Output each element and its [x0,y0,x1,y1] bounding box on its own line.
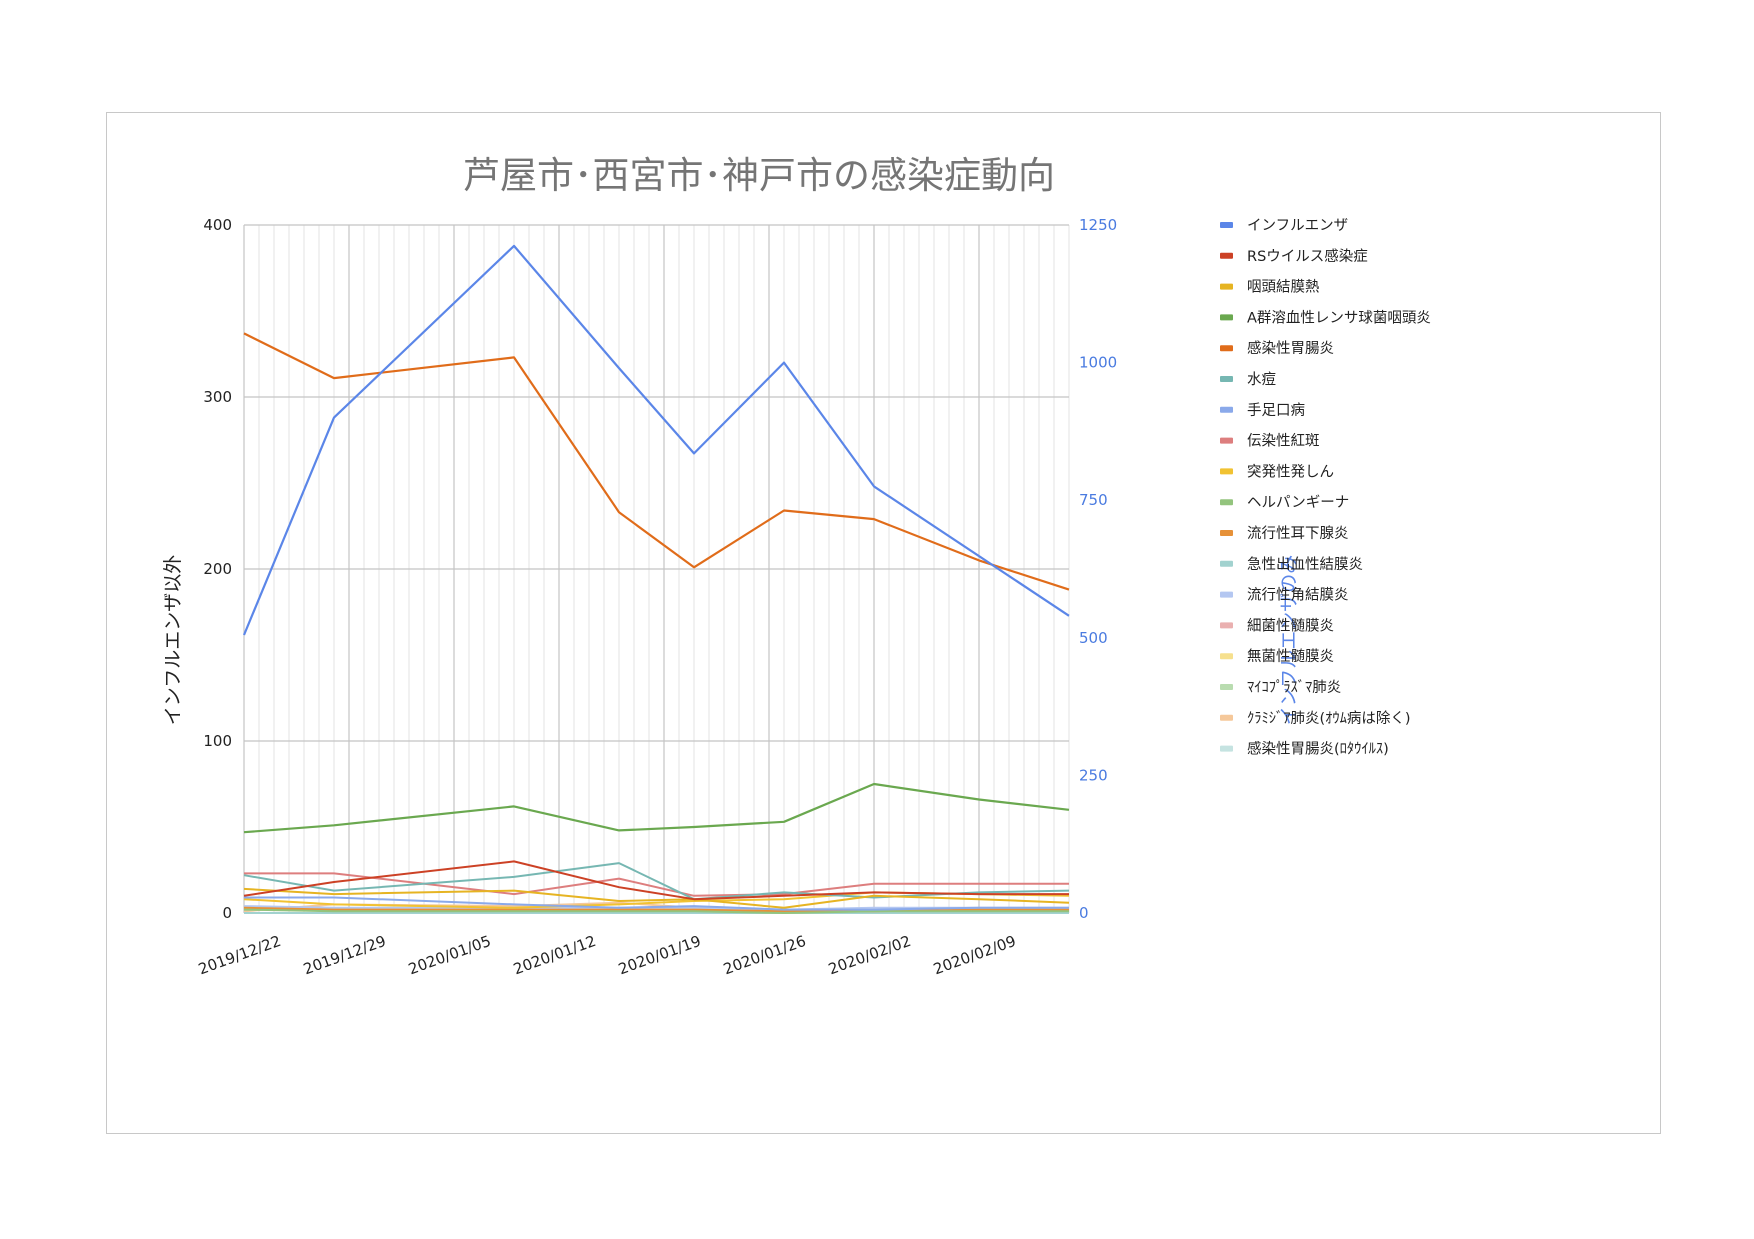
legend-swatch [1220,406,1233,413]
y-tick-right: 1000 [1079,354,1117,372]
legend-label: 無菌性髄膜炎 [1247,648,1334,665]
legend-label: 流行性角結膜炎 [1247,587,1349,604]
x-tick: 2020/01/26 [721,932,808,978]
legend-swatch [1220,468,1233,475]
legend-swatch [1220,591,1233,598]
line-chart: 芦屋市･西宮市･神戸市の感染症動向 0 100 200 300 400 0 250 500 75… [162,154,1431,978]
x-tick: 2020/01/12 [511,932,598,978]
chart-frame: 芦屋市･西宮市･神戸市の感染症動向 0 100 200 300 400 0 250 500 75… [106,112,1661,1134]
series-line-11 [243,906,1069,913]
x-tick: 2020/02/09 [931,932,1018,978]
legend-label: ヘルパンギーナ [1247,494,1349,511]
x-tick: 2019/12/22 [196,932,283,978]
legend-label: A群溶血性レンサ球菌咽頭炎 [1247,309,1431,326]
legend-swatch [1220,437,1233,444]
legend-label: 感染性胃腸炎 [1247,340,1334,357]
legend-label: RSウイルス感染症 [1247,248,1368,265]
x-tick: 2019/12/29 [301,932,388,978]
series-line-2 [243,860,1069,901]
x-tick: 2020/02/02 [826,932,913,978]
legend-swatch [1220,499,1233,506]
y-tick-right: 250 [1079,766,1108,784]
series-lines [242,244,1070,914]
legend-label: 手足口病 [1247,402,1305,419]
y-tick-left: 200 [203,560,232,578]
series-line-5 [243,332,1070,591]
legend-label: 咽頭結膜熱 [1247,279,1320,296]
legend-swatch [1220,376,1233,382]
legend-label: 細菌性髄膜炎 [1247,617,1334,634]
series-line-10 [243,908,1069,914]
legend-swatch [1220,653,1233,660]
legend-label: 急性出血性結膜炎 [1247,556,1363,573]
legend-swatch [1220,222,1233,228]
y-tick-left: 300 [203,388,232,406]
legend-swatch [1220,622,1233,629]
legend-label: 流行性耳下腺炎 [1247,525,1349,542]
legend-label: ｸﾗﾐｼﾞｱ肺炎(ｵｳﾑ病は除く) [1247,710,1411,727]
series-line-8 [244,872,1069,897]
series-line-1 [242,244,1070,636]
legend-label: 突発性発しん [1247,463,1334,480]
chart-title: 芦屋市･西宮市･神戸市の感染症動向 [463,154,1055,197]
legend-swatch [1220,345,1233,352]
legend-swatch [1220,714,1233,721]
y-tick-left: 100 [203,732,232,750]
series-line-7 [244,896,1069,911]
y-tick-right: 0 [1079,904,1089,922]
legend-swatch [1220,684,1233,690]
legend-label: インフルエンザ [1247,217,1348,234]
x-tick: 2020/01/05 [406,932,493,978]
legend-swatch [1220,560,1233,567]
legend-swatch [1220,252,1233,259]
y-tick-right: 1250 [1079,216,1117,234]
y-tick-left: 0 [222,904,232,922]
y-tick-right: 750 [1079,491,1108,509]
y-axis-title-left: インフルエンザ以外 [162,555,184,725]
legend-swatch [1220,530,1233,536]
y-tick-left: 400 [203,216,232,234]
legend-label: 伝染性紅斑 [1247,433,1320,450]
legend-label: ﾏｲｺﾌﾟﾗｽﾞﾏ肺炎 [1247,679,1341,696]
grid-lines [243,224,1070,914]
x-tick: 2020/01/19 [616,932,703,978]
legend-swatch [1220,283,1233,290]
legend-swatch [1220,745,1233,752]
legend-label: 感染性胃腸炎(ﾛﾀｳｲﾙｽ) [1247,741,1389,758]
series-line-4 [243,782,1070,834]
legend-label: 水痘 [1247,371,1276,388]
y-tick-right: 500 [1079,629,1108,647]
y-axis-title-right: インフルエンザのみ [1278,555,1300,725]
legend-swatch [1220,314,1233,321]
